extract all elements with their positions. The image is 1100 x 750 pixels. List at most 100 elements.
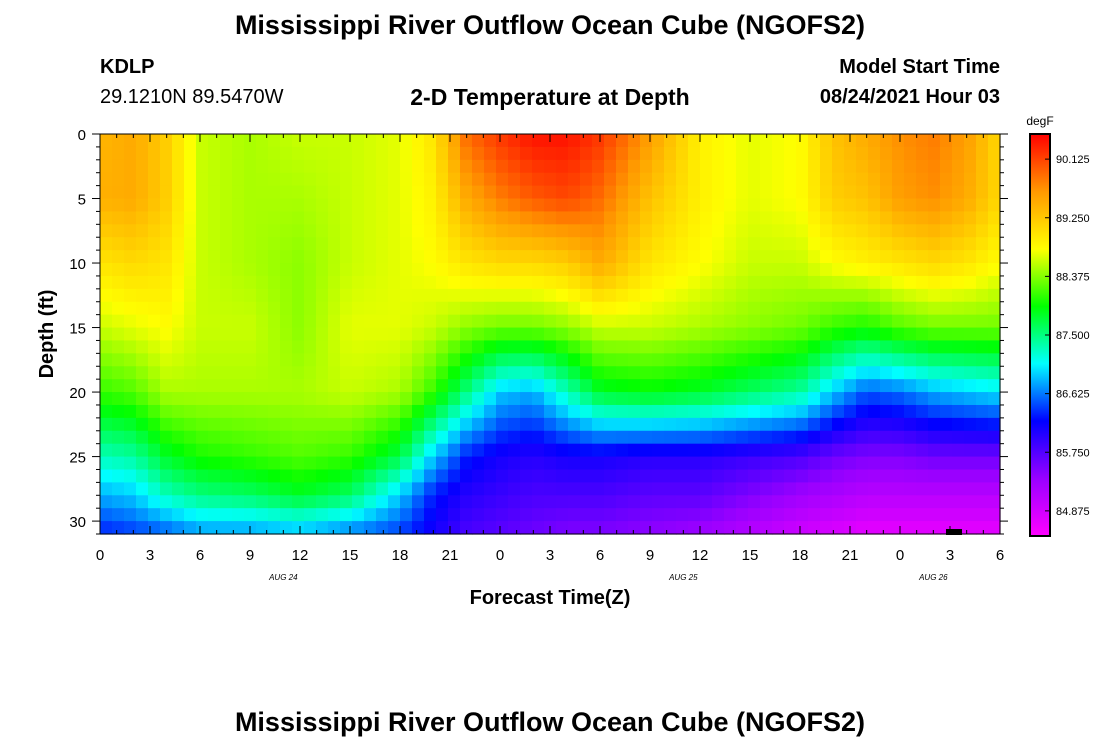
heatmap-cell (184, 275, 197, 290)
heatmap-cell (724, 430, 737, 445)
heatmap-cell (676, 340, 689, 354)
colorbar-tick-label: 84.875 (1056, 506, 1090, 518)
heatmap-cell (520, 366, 533, 380)
heatmap-cell (436, 379, 449, 393)
heatmap-cell (472, 263, 485, 277)
heatmap-cell (412, 159, 425, 174)
heatmap-cell (148, 288, 161, 303)
heatmap-cell (292, 134, 305, 148)
heatmap-cell (340, 430, 353, 445)
heatmap-cell (772, 392, 785, 406)
heatmap-cell (796, 301, 809, 316)
heatmap-cell (736, 146, 749, 161)
heatmap-cell (472, 495, 485, 509)
heatmap-cell (964, 159, 977, 174)
heatmap-cell (736, 185, 749, 200)
heatmap-cell (832, 392, 845, 406)
heatmap-cell (424, 456, 437, 471)
heatmap-cell (412, 456, 425, 471)
heatmap-cell (556, 159, 569, 174)
heatmap-cell (808, 224, 821, 238)
heatmap-cell (340, 353, 353, 367)
colorbar: 90.12589.25088.37587.50086.62585.75084.8… (1029, 133, 1090, 537)
heatmap-cell (304, 237, 317, 251)
heatmap-cell (304, 417, 317, 432)
heatmap-cell (136, 456, 149, 471)
heatmap-cell (700, 366, 713, 380)
heatmap-cell (628, 172, 641, 187)
heatmap-cell (748, 224, 761, 238)
heatmap-cell (868, 417, 881, 432)
heatmap-cell (496, 134, 509, 148)
heatmap-cell (520, 211, 533, 225)
heatmap-cell (760, 366, 773, 380)
heatmap-cell (436, 495, 449, 509)
heatmap-cell (544, 314, 557, 329)
heatmap-cell (616, 224, 629, 238)
heatmap-cell (208, 172, 221, 187)
heatmap-cell (760, 237, 773, 251)
heatmap-cell (280, 250, 293, 264)
heatmap-cell (136, 443, 149, 458)
heatmap-cell (136, 301, 149, 316)
heatmap-cell (472, 275, 485, 290)
heatmap-cell (124, 134, 137, 148)
heatmap-cell (472, 521, 485, 535)
heatmap-cell (856, 456, 869, 471)
heatmap-cell (892, 185, 905, 200)
heatmap-cell (160, 469, 173, 483)
heatmap-cell (460, 495, 473, 509)
heatmap-cell (916, 250, 929, 264)
heatmap-cell (616, 159, 629, 174)
heatmap-cell (328, 159, 341, 174)
heatmap-cell (400, 250, 413, 264)
heatmap-cell (616, 198, 629, 213)
heatmap-cell (304, 379, 317, 393)
heatmap-cell (280, 159, 293, 174)
heatmap-cell (784, 353, 797, 367)
heatmap-cell (304, 185, 317, 200)
heatmap-cell (436, 224, 449, 238)
heatmap-cell (148, 211, 161, 225)
heatmap-cell (832, 353, 845, 367)
heatmap-cell (820, 172, 833, 187)
heatmap-cell (580, 250, 593, 264)
heatmap-cell (604, 288, 617, 303)
heatmap-cell (172, 353, 185, 367)
heatmap-cell (292, 353, 305, 367)
heatmap-cell (676, 469, 689, 483)
heatmap-cell (796, 443, 809, 458)
heatmap-cell (760, 134, 773, 148)
heatmap-cell (844, 185, 857, 200)
heatmap-cell (736, 314, 749, 329)
heatmap-cell (352, 172, 365, 187)
heatmap-cell (832, 211, 845, 225)
heatmap-cell (532, 482, 545, 496)
heatmap-cell (748, 237, 761, 251)
heatmap-cell (340, 508, 353, 522)
heatmap-cell (244, 443, 257, 458)
heatmap-cell (796, 366, 809, 380)
heatmap-cell (592, 198, 605, 213)
heatmap-cell (688, 508, 701, 522)
heatmap-cell (796, 508, 809, 522)
heatmap-cell (220, 159, 233, 174)
heatmap-cell (508, 392, 521, 406)
heatmap-cell (880, 146, 893, 161)
heatmap-cell (700, 275, 713, 290)
heatmap-cell (916, 314, 929, 329)
heatmap-cell (376, 340, 389, 354)
heatmap-cell (556, 250, 569, 264)
heatmap-cell (676, 224, 689, 238)
heatmap-cell (556, 314, 569, 329)
heatmap-cell (580, 366, 593, 380)
heatmap-cell (772, 521, 785, 535)
heatmap-cell (724, 456, 737, 471)
heatmap-cell (220, 353, 233, 367)
heatmap-cell (448, 417, 461, 432)
heatmap-cell (244, 469, 257, 483)
heatmap-cell (676, 146, 689, 161)
heatmap-cell (628, 379, 641, 393)
heatmap-cell (268, 211, 281, 225)
heatmap-cell (844, 404, 857, 419)
